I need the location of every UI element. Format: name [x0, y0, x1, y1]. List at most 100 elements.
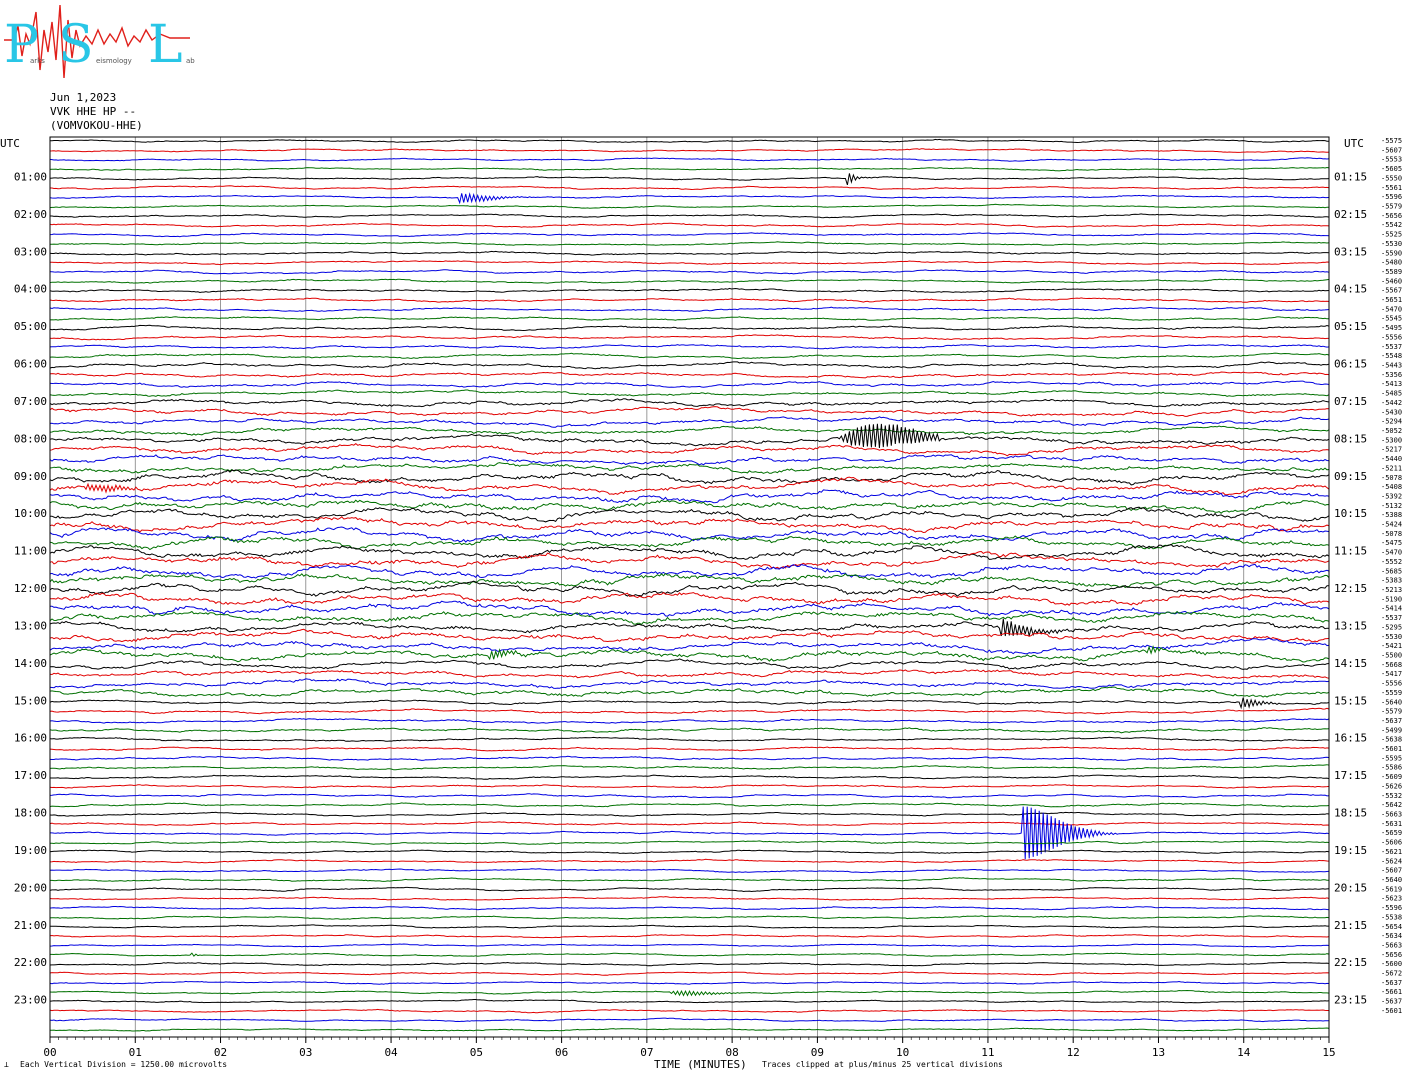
right-hour-label: 19:15: [1334, 844, 1367, 857]
left-hour-label: 17:00: [14, 769, 47, 782]
trace-offset-label: -5190: [1381, 595, 1402, 603]
seismic-trace: [49, 526, 1330, 543]
seismic-trace: [49, 462, 1330, 474]
left-hour-label: 07:00: [14, 395, 47, 408]
trace-offset-label: -5640: [1381, 876, 1402, 884]
left-hour-label: 03:00: [14, 245, 47, 258]
x-tick-label: 10: [896, 1046, 909, 1059]
trace-offset-label: -5579: [1381, 708, 1402, 716]
seismic-trace: [49, 371, 1330, 379]
right-hour-label: 22:15: [1334, 956, 1367, 969]
left-hour-label: 09:00: [14, 470, 47, 483]
trace-offset-label: -5052: [1381, 427, 1402, 435]
trace-offset-label: -5552: [1381, 558, 1402, 566]
trace-offset-label: -5567: [1381, 287, 1402, 295]
seismic-trace: [49, 637, 1330, 655]
x-tick-label: 04: [384, 1046, 398, 1059]
plot-border: [49, 136, 1330, 1038]
seismic-trace: [49, 802, 1330, 808]
trace-offset-label: -5642: [1381, 801, 1402, 809]
seismic-trace: [49, 297, 1330, 303]
seismic-trace: [49, 600, 1330, 617]
seismic-trace: [49, 784, 1330, 789]
seismic-trace: [50, 877, 1330, 882]
right-hour-label: 23:15: [1334, 994, 1367, 1007]
trace-offset-label: -5553: [1381, 156, 1402, 164]
trace-offset-label: -5601: [1381, 1007, 1402, 1015]
trace-offset-label: -5601: [1381, 745, 1402, 753]
seismic-trace: [49, 886, 1330, 893]
x-tick-label: 15: [1322, 1046, 1335, 1059]
seismic-trace: [49, 580, 1329, 597]
seismic-trace: [49, 686, 1330, 698]
seismic-trace: [49, 764, 1330, 771]
trace-offset-label: -5619: [1381, 885, 1402, 893]
seismic-trace: [49, 563, 1330, 579]
left-hour-label: 02:00: [14, 208, 47, 221]
trace-offset-label: -5586: [1381, 764, 1402, 772]
trace-offset-label: -5661: [1381, 988, 1402, 996]
seismic-trace: [49, 896, 1330, 901]
trace-offset-label: -5631: [1381, 820, 1402, 828]
seismic-trace: [49, 849, 1330, 855]
x-tick-label: 12: [1067, 1046, 1080, 1059]
trace-offset-label: -5556: [1381, 680, 1402, 688]
seismic-trace: [49, 250, 1330, 256]
seismic-trace: [49, 380, 1330, 388]
logo-word-arks: arks: [30, 57, 45, 65]
seismic-trace: [49, 999, 1330, 1004]
seismic-trace: [49, 858, 1330, 864]
trace-offset-label: -5672: [1381, 970, 1402, 978]
header-station: VVK HHE HP --: [50, 105, 137, 118]
seismic-trace: [49, 989, 1330, 997]
x-tick-label: 00: [43, 1046, 56, 1059]
trace-offset-label: -5078: [1381, 474, 1402, 482]
x-tick-label: 14: [1237, 1046, 1251, 1059]
right-axis-title: UTC: [1344, 137, 1364, 150]
trace-offset-label: -5606: [1381, 839, 1402, 847]
seismic-trace: [49, 811, 1330, 817]
trace-offset-label: -5440: [1381, 455, 1402, 463]
trace-offset-label: -5623: [1381, 895, 1402, 903]
left-hour-label: 05:00: [14, 320, 47, 333]
trace-offset-label: -5408: [1381, 483, 1402, 491]
seismic-trace: [49, 454, 1330, 466]
left-hour-label: 15:00: [14, 694, 47, 707]
trace-offset-label: -5561: [1381, 184, 1402, 192]
x-tick-label: 03: [299, 1046, 312, 1059]
left-axis-title: UTC: [0, 137, 20, 150]
trace-offset-label: -5656: [1381, 951, 1402, 959]
seismic-trace: [49, 324, 1330, 332]
trace-offset-label: -5430: [1381, 408, 1402, 416]
left-hour-label: 23:00: [14, 994, 47, 1007]
left-hour-label: 18:00: [14, 807, 47, 820]
seismic-trace: [49, 476, 1330, 496]
trace-offset-label: -5638: [1381, 736, 1402, 744]
trace-offset-label: -5651: [1381, 296, 1402, 304]
right-hour-label: 11:15: [1334, 545, 1367, 558]
trace-offset-label: -5659: [1381, 829, 1402, 837]
trace-offset-label: -5596: [1381, 904, 1402, 912]
seismic-trace: [50, 213, 1330, 219]
seismic-trace: [49, 821, 1330, 827]
seismic-trace: [49, 658, 1330, 670]
seismic-trace: [50, 1027, 1330, 1032]
scale-icon: ⟂: [4, 1060, 9, 1069]
trace-offset-label: -5624: [1381, 857, 1402, 865]
left-hour-label: 12:00: [14, 582, 47, 595]
trace-offset-label: -5668: [1381, 661, 1402, 669]
seismic-trace: [49, 618, 1330, 637]
seismic-trace: [49, 241, 1330, 246]
right-hour-label: 03:15: [1334, 245, 1367, 258]
trace-offset-label: -5542: [1381, 221, 1402, 229]
x-tick-label: 09: [811, 1046, 824, 1059]
logo-word-eismology: eismology: [96, 57, 132, 65]
right-hour-label: 02:15: [1334, 208, 1367, 221]
trace-offset-label: -5538: [1381, 913, 1402, 921]
left-hour-label: 10:00: [14, 507, 47, 520]
seismic-trace: [49, 306, 1330, 312]
right-hour-label: 06:15: [1334, 358, 1367, 371]
psl-logo: P S L arks eismology ab: [4, 4, 195, 79]
trace-offset-label: -5211: [1381, 464, 1402, 472]
